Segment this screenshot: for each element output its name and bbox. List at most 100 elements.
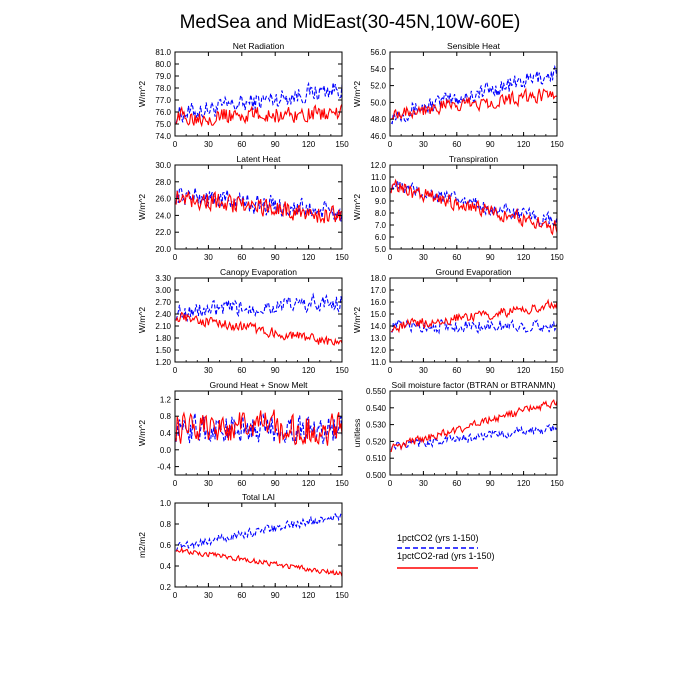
- y-tick-label: 17.0: [370, 286, 386, 295]
- y-tick-label: 18.0: [370, 274, 386, 283]
- x-tick-label: 30: [419, 479, 428, 488]
- x-tick-label: 120: [302, 140, 316, 149]
- x-tick-label: 90: [486, 140, 495, 149]
- x-tick-label: 30: [204, 366, 213, 375]
- panel-4: 0 30 60 90 120 150 5.0 6.0 7.0 8.0 9.0 10.0 11.0 12.0…: [352, 154, 564, 262]
- plot-frame: [174, 390, 343, 476]
- y-tick-label: 5.0: [375, 245, 387, 254]
- panel-title: Ground Evaporation: [435, 267, 511, 277]
- series-line-1pctco2: [175, 413, 343, 445]
- panel-title: Ground Heat + Snow Melt: [209, 380, 308, 390]
- y-tick-label: 0.500: [366, 471, 387, 480]
- y-tick-label: 3.00: [155, 286, 171, 295]
- y-tick-label: 79.0: [155, 72, 171, 81]
- x-tick-label: 150: [335, 366, 349, 375]
- panel-9: 0 30 60 90 120 150 0.2 0.4 0.6 0.8 1.0 Total LAI m2/…: [137, 492, 349, 600]
- series-line-1pctco2: [390, 64, 558, 125]
- x-tick-label: 30: [204, 479, 213, 488]
- y-tick-label: 22.0: [155, 228, 171, 237]
- y-tick-label: 54.0: [370, 65, 386, 74]
- y-tick-label: 0.540: [366, 404, 387, 413]
- x-tick-label: 0: [388, 479, 393, 488]
- legend-label-2: 1pctCO2-rad (yrs 1-150): [397, 551, 495, 561]
- panel-title: Sensible Heat: [447, 41, 501, 51]
- panels: 0 30 60 90 120 150 74.0 75.0 76.0 77.0 78.0 79.0 80.…: [137, 41, 564, 600]
- legend: 1pctCO2 (yrs 1-150) 1pctCO2-rad (yrs 1-1…: [397, 533, 495, 569]
- y-tick-label: 52.0: [370, 82, 386, 91]
- x-tick-label: 0: [388, 253, 393, 262]
- panel-title: Canopy Evaporation: [220, 267, 297, 277]
- y-tick-label: 1.50: [155, 346, 171, 355]
- y-tick-label: 24.0: [155, 211, 171, 220]
- panel-7: 0 30 60 90 120 150 -0.4 0.0 0.4 0.8 1.2 Ground Heat…: [137, 380, 349, 488]
- y-tick-label: 81.0: [155, 48, 171, 57]
- y-tick-label: 2.40: [155, 310, 171, 319]
- y-tick-label: 0.530: [366, 421, 387, 430]
- plot-frame: [389, 390, 558, 476]
- x-tick-label: 30: [419, 253, 428, 262]
- y-axis-label: W/m^2: [137, 307, 147, 333]
- plot-frame: [174, 51, 343, 137]
- y-tick-label: 15.0: [370, 310, 386, 319]
- y-tick-label: -0.4: [157, 463, 171, 472]
- y-axis-label: m2/m2: [137, 532, 147, 558]
- y-tick-label: 56.0: [370, 48, 386, 57]
- y-axis-label: W/m^2: [352, 194, 362, 220]
- x-tick-label: 150: [550, 140, 564, 149]
- x-tick-label: 0: [388, 366, 393, 375]
- x-tick-label: 90: [271, 591, 280, 600]
- x-tick-label: 150: [550, 366, 564, 375]
- y-tick-label: 11.0: [371, 358, 387, 367]
- x-tick-label: 60: [237, 479, 246, 488]
- series-line-1pctco2-rad: [175, 409, 343, 446]
- y-tick-label: 16.0: [370, 298, 386, 307]
- y-tick-label: 0.4: [160, 562, 172, 571]
- y-tick-label: 8.0: [375, 209, 387, 218]
- x-tick-label: 0: [173, 366, 178, 375]
- y-tick-label: 28.0: [155, 178, 171, 187]
- panel-1: 0 30 60 90 120 150 74.0 75.0 76.0 77.0 78.0 79.0 80.…: [137, 41, 349, 149]
- x-tick-label: 90: [486, 479, 495, 488]
- y-tick-label: 0.2: [160, 583, 172, 592]
- x-tick-label: 30: [419, 140, 428, 149]
- x-tick-label: 120: [302, 479, 316, 488]
- x-tick-label: 30: [204, 591, 213, 600]
- x-tick-label: 60: [237, 366, 246, 375]
- x-tick-label: 150: [550, 253, 564, 262]
- panel-5: 0 30 60 90 120 150 1.20 1.50 1.80 2.10 2.40 2.70 3.0…: [137, 267, 349, 375]
- x-tick-label: 150: [335, 479, 349, 488]
- y-tick-label: 26.0: [155, 195, 171, 204]
- x-tick-label: 120: [517, 479, 531, 488]
- series-line-1pctco2-rad: [175, 103, 343, 128]
- x-tick-label: 90: [271, 479, 280, 488]
- x-tick-label: 120: [302, 366, 316, 375]
- y-tick-label: 6.0: [375, 233, 387, 242]
- y-tick-label: 0.510: [366, 454, 387, 463]
- y-axis-label: unitless: [352, 419, 362, 448]
- y-tick-label: 1.0: [160, 499, 172, 508]
- panel-3: 0 30 60 90 120 150 20.0 22.0 24.0 26.0 28.0 30.0 Lat…: [137, 154, 349, 262]
- figure-title: MedSea and MidEast(30-45N,10W-60E): [180, 12, 521, 33]
- y-tick-label: 2.70: [155, 298, 171, 307]
- y-axis-label: W/m^2: [137, 81, 147, 107]
- y-tick-label: 1.20: [155, 358, 171, 367]
- panel-2: 0 30 60 90 120 150 46.0 48.0 50.0 52.0 54.0 56.0 Sen…: [352, 41, 564, 149]
- x-tick-label: 60: [452, 366, 461, 375]
- y-tick-label: 30.0: [155, 161, 171, 170]
- x-tick-label: 0: [173, 591, 178, 600]
- y-tick-label: 1.2: [160, 395, 172, 404]
- x-tick-label: 120: [517, 253, 531, 262]
- series-line-1pctco2-rad: [390, 87, 558, 120]
- series-line-1pctco2: [175, 292, 343, 323]
- y-tick-label: 3.30: [155, 274, 171, 283]
- series-line-1pctco2-rad: [175, 190, 343, 224]
- series-line-1pctco2: [390, 423, 558, 451]
- panel-6: 0 30 60 90 120 150 11.0 12.0 13.0 14.0 15.0 16.0 17.…: [352, 267, 564, 375]
- x-tick-label: 120: [517, 366, 531, 375]
- y-tick-label: 80.0: [155, 60, 171, 69]
- y-tick-label: 0.550: [366, 387, 387, 396]
- x-tick-label: 30: [204, 140, 213, 149]
- panel-8: 0 30 60 90 120 150 0.500 0.510 0.520 0.530 0.540 0.…: [352, 380, 564, 488]
- x-tick-label: 0: [173, 479, 178, 488]
- y-tick-label: 11.0: [371, 173, 387, 182]
